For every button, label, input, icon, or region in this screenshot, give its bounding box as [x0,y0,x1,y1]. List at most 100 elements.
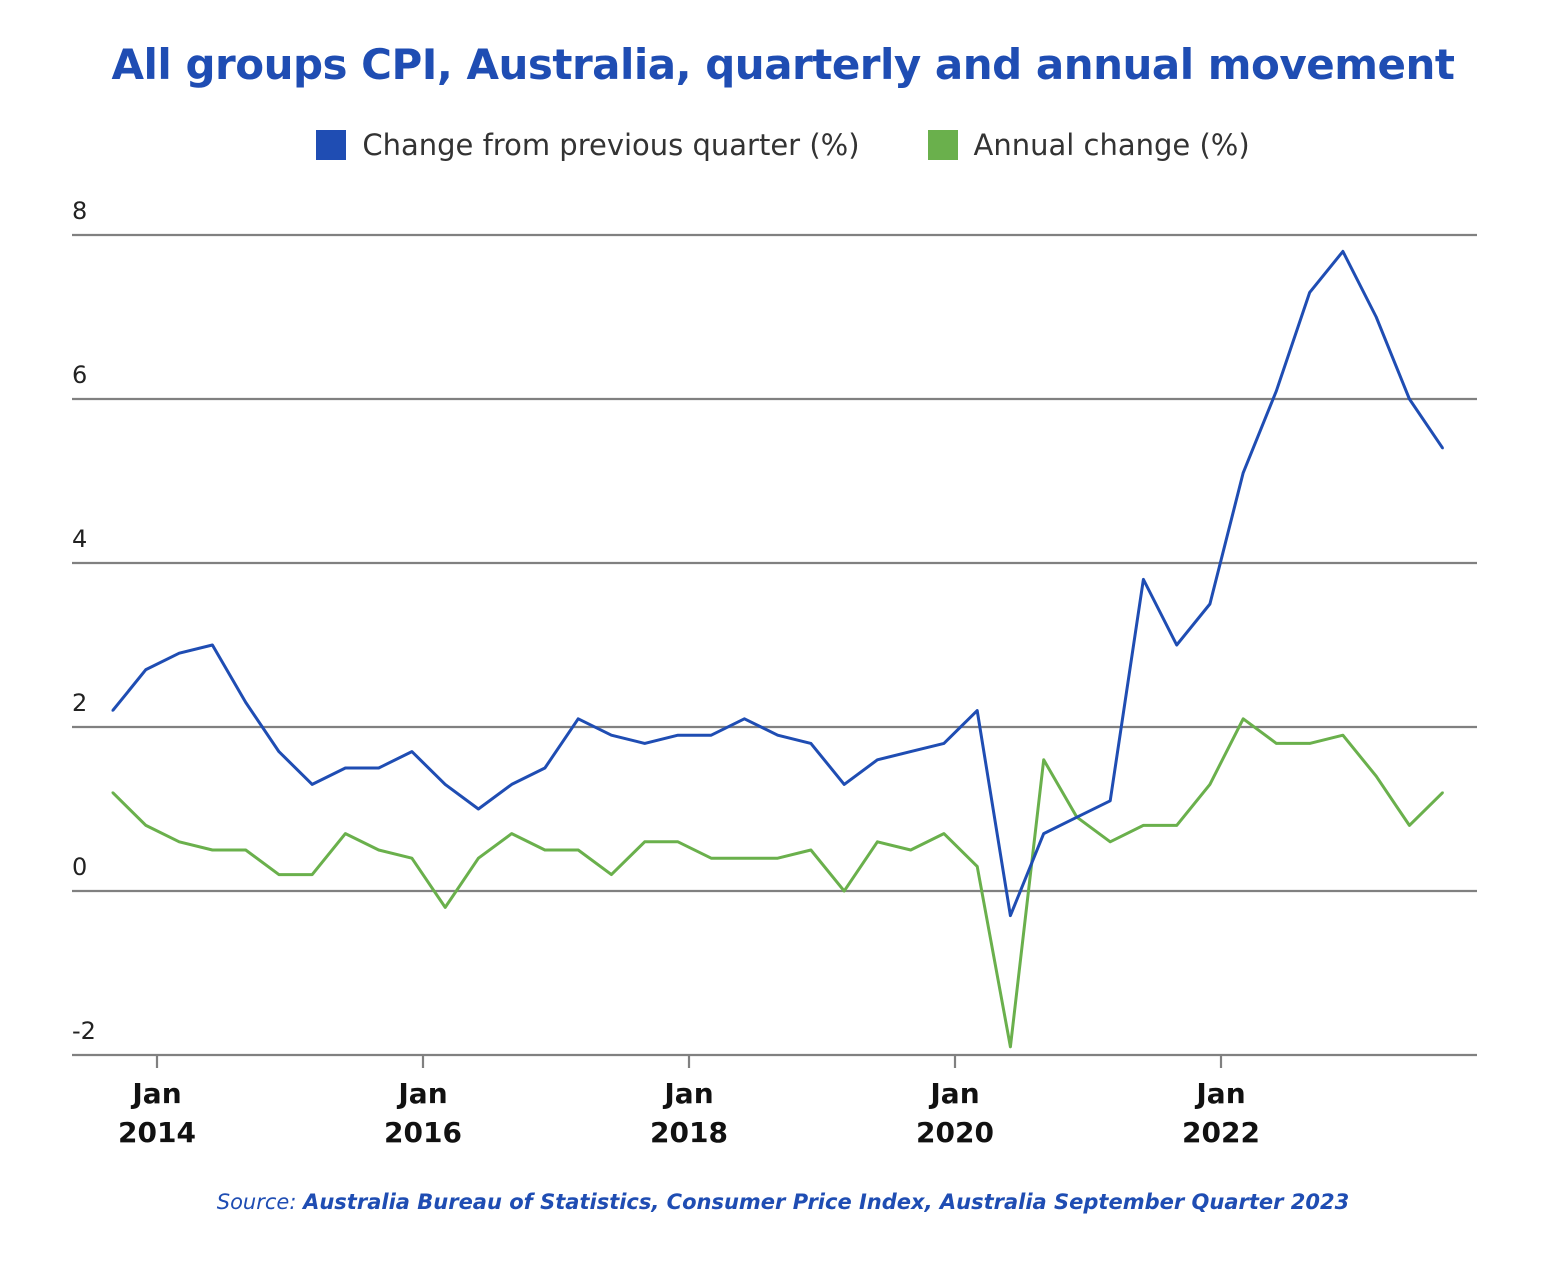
data-point [1341,734,1345,737]
data-point [909,848,912,852]
data-point [1441,447,1444,450]
data-point [1108,840,1112,843]
data-point [676,734,680,737]
data-point [643,742,646,745]
legend-item-annual: Annual change (%) [927,128,1250,162]
data-point [1009,1045,1012,1049]
data-point [842,783,846,786]
source-prefix: Source: [216,1190,297,1214]
data-point [1175,824,1178,827]
data-point [1208,783,1212,786]
data-point [177,652,181,655]
data-point [244,848,247,852]
data-point [410,857,414,860]
data-point [1241,717,1245,720]
data-point [1208,602,1212,606]
data-point [1241,471,1245,474]
data-point [543,766,547,770]
data-point [1009,914,1012,917]
data-point [310,873,314,876]
data-point [1408,824,1411,827]
data-point [842,889,846,893]
data-point [443,906,447,909]
data-point [377,766,380,770]
x-tick-year: 2020 [916,1116,994,1149]
data-point [676,840,680,843]
data-point [277,750,281,753]
series-line-quarterly [111,249,1444,918]
data-point [1142,578,1145,581]
data-point [975,865,979,868]
legend-swatch-quarterly [316,130,347,160]
y-tick-label: 2 [72,689,87,717]
data-point [909,750,912,753]
x-tick-month: Jan [928,1077,979,1110]
data-point [1408,397,1411,401]
data-point [1042,758,1045,761]
data-point [809,848,813,852]
data-point [344,766,347,770]
data-point [344,832,347,835]
data-point [211,643,214,647]
x-tick-year: 2018 [650,1116,728,1149]
chart-title: All groups CPI, Australia, quarterly and… [111,40,1455,89]
data-point [1308,742,1311,745]
data-point [1075,816,1079,819]
series-line-annual [111,717,1444,1049]
y-tick-label: -2 [72,1017,96,1045]
y-tick-label: 8 [72,197,87,225]
data-point [477,807,480,811]
data-point [510,832,513,835]
x-tick-year: 2016 [384,1116,462,1149]
data-point [1341,250,1345,253]
legend-swatch-annual [927,130,958,160]
data-point [576,717,580,720]
data-point [776,734,779,737]
data-point [244,701,247,704]
data-point [310,783,314,786]
legend-label-annual: Annual change (%) [973,128,1250,162]
data-point [144,668,148,671]
data-point [443,783,447,786]
data-point [1108,799,1112,802]
data-point [709,734,713,737]
x-tick-month: Jan [1194,1077,1245,1110]
data-point [1042,832,1045,835]
x-tick-year: 2014 [118,1116,196,1149]
y-tick-label: 0 [72,853,87,881]
data-point [743,717,746,720]
x-tick-month: Jan [662,1077,713,1110]
data-point [1441,791,1444,794]
data-point [1275,389,1278,392]
legend-label-quarterly: Change from previous quarter (%) [362,128,860,162]
data-point [477,857,480,860]
data-point [1308,291,1311,294]
y-tick-label: 4 [72,525,87,553]
data-point [610,734,613,737]
data-point [942,742,946,745]
data-point [277,873,281,876]
data-point [809,742,813,745]
data-point [111,709,114,712]
data-point [1142,824,1145,827]
data-point [1275,742,1278,745]
legend-item-quarterly: Change from previous quarter (%) [316,128,860,162]
data-point [1374,315,1378,319]
data-point [111,791,114,794]
data-point [144,824,148,827]
data-point [510,783,513,786]
source-note: Source: Australia Bureau of Statistics, … [0,1190,1548,1214]
source-text: Australia Bureau of Statistics, Consumer… [303,1190,1350,1214]
data-point [743,857,746,860]
data-point [1175,643,1178,647]
data-point [377,848,380,852]
data-point [776,857,779,860]
legend: Change from previous quarter (%) Annual … [0,128,1548,162]
data-point [643,840,646,843]
data-point [876,758,879,761]
y-tick-label: 6 [72,361,87,389]
data-point [709,857,713,860]
x-tick-month: Jan [396,1077,447,1110]
data-point [543,848,547,852]
